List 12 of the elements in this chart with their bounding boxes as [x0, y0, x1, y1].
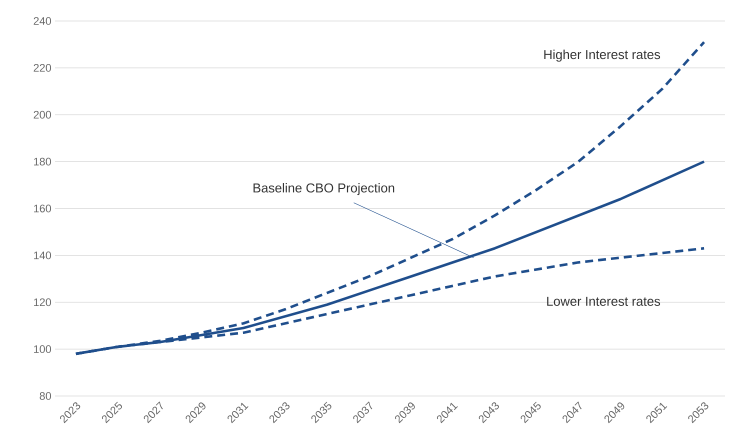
- y-tick-label: 160: [34, 204, 52, 212]
- y-tick-label: 120: [34, 298, 52, 306]
- y-tick-label: 100: [34, 345, 52, 354]
- y-tick-label: 200: [34, 110, 52, 119]
- y-tick-label: 240: [34, 17, 52, 25]
- y-tick-label: 140: [34, 252, 52, 260]
- y-tick-label: 180: [34, 158, 52, 166]
- series-label: Higher Interest rates: [544, 50, 660, 62]
- y-tick-label: 80: [40, 392, 52, 400]
- text: Lower Interest rates: [547, 296, 660, 306]
- y-tick-label: 220: [34, 64, 52, 72]
- annotation: Baseline CBO Projection: [254, 183, 394, 196]
